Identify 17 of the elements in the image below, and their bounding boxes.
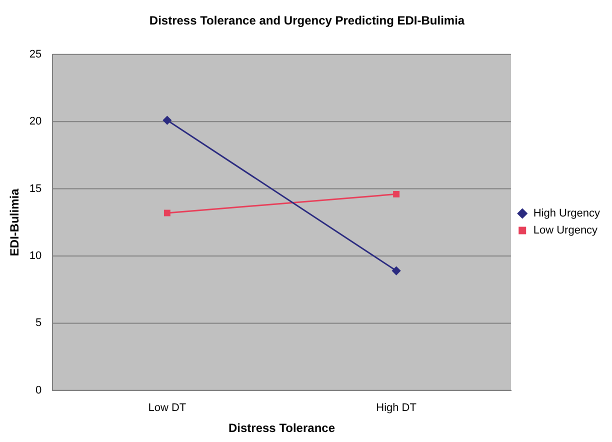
point (164, 210, 170, 216)
y-tick-label: 0 (36, 384, 42, 396)
x-tick-label: High DT (376, 402, 417, 414)
y-tick-label: 20 (29, 116, 42, 128)
point (392, 266, 401, 276)
y-tick-label: 5 (36, 317, 42, 330)
point (162, 116, 172, 125)
legend-label: Low Urgency (533, 224, 598, 237)
x-tick-label: Low DT (148, 402, 186, 414)
point (393, 190, 400, 198)
chart-title: Distress Tolerance and Urgency Predicting EDI-Bulimia (149, 14, 465, 28)
x-axis-title: Distress Tolerance (228, 421, 336, 436)
y-axis-title: EDI-Bulimia (8, 188, 22, 256)
y-tick-label: 15 (29, 182, 42, 195)
legend-label: High Urgency (533, 208, 600, 220)
y-tick-label: 10 (29, 250, 42, 262)
y-tick-label: 25 (29, 48, 42, 60)
